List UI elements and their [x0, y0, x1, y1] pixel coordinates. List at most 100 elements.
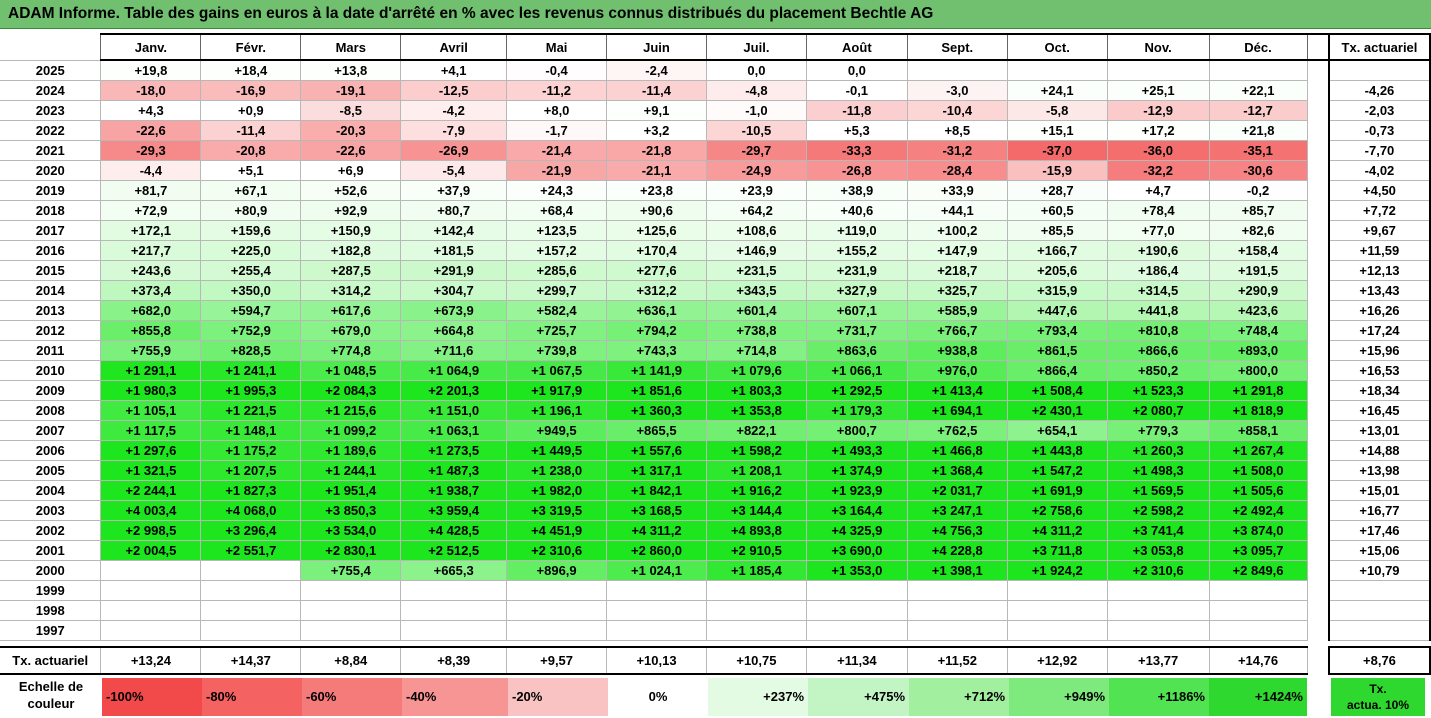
- gain-cell: +682,0: [100, 300, 202, 321]
- gain-cell: +3 296,4: [200, 520, 302, 541]
- gain-cell: -21,4: [506, 140, 608, 161]
- tx-cell: +13,43: [1327, 280, 1431, 301]
- gain-cell: +601,4: [705, 300, 807, 321]
- gain-cell: +762,5: [906, 420, 1008, 441]
- gain-cell: +3 534,0: [300, 520, 402, 541]
- gain-cell: -5,4: [400, 160, 508, 181]
- gain-cell: +85,7: [1208, 200, 1308, 221]
- gain-cell: +800,7: [805, 420, 908, 441]
- year-label: 2010: [0, 360, 102, 381]
- color-scale-tx-swatch: Tx. actua. 10%: [1331, 678, 1425, 716]
- gain-cell: [705, 620, 807, 641]
- color-scale-swatch: -80%: [202, 678, 302, 716]
- tx-cell: [1327, 59, 1431, 81]
- color-scale-swatch: +1424%: [1209, 678, 1307, 716]
- gain-cell: +1 063,1: [400, 420, 508, 441]
- gain-cell: +1 413,4: [906, 380, 1008, 401]
- gain-cell: +1 923,9: [805, 480, 908, 501]
- gain-cell: +373,4: [100, 280, 202, 301]
- gain-cell: +673,9: [400, 300, 508, 321]
- gain-cell: +1 048,5: [300, 360, 402, 381]
- gain-cell: +1 569,5: [1106, 480, 1210, 501]
- gain-cell: +2 910,5: [705, 540, 807, 561]
- gain-cell: +2 004,5: [100, 540, 202, 561]
- table-row: 2003 +4 003,4 +4 068,0 +3 850,3 +3 959,4 +3 3…: [0, 500, 1431, 521]
- gain-cell: +2 080,7: [1106, 400, 1210, 421]
- gain-cell: +18,4: [200, 59, 302, 81]
- gain-cell: +81,7: [100, 180, 202, 201]
- month-header: Déc.: [1208, 33, 1308, 61]
- table-row: 1997: [0, 620, 1431, 641]
- gain-cell: +37,9: [400, 180, 508, 201]
- gain-cell: +2 031,7: [906, 480, 1008, 501]
- footer-tx-total: +8,76: [1327, 646, 1431, 675]
- gain-cell: +976,0: [906, 360, 1008, 381]
- gain-cell: +1 079,6: [705, 360, 807, 381]
- color-scale-swatch: +1186%: [1109, 678, 1209, 716]
- column-gap: [1307, 420, 1329, 441]
- gain-cell: +8,0: [506, 100, 608, 121]
- gain-cell: [705, 580, 807, 601]
- gain-cell: -26,8: [805, 160, 908, 181]
- gain-cell: +793,4: [1006, 320, 1108, 341]
- gain-cell: +1 241,1: [200, 360, 302, 381]
- gain-cell: +755,4: [300, 560, 402, 581]
- table-row: 2002 +2 998,5 +3 296,4 +3 534,0 +4 428,5 +4 4…: [0, 520, 1431, 541]
- column-gap: [1307, 480, 1329, 501]
- gain-cell: [606, 600, 707, 621]
- column-gap: [1307, 120, 1329, 141]
- gain-cell: [1208, 600, 1308, 621]
- color-scale-label: Echelle de couleur: [18, 679, 84, 711]
- footer-tx-cell: +9,57: [506, 646, 608, 675]
- table-row: 2007 +1 117,5 +1 148,1 +1 099,2 +1 063,1 +949…: [0, 420, 1431, 441]
- gain-cell: +2 860,0: [606, 540, 707, 561]
- gain-cell: +181,5: [400, 240, 508, 261]
- gain-cell: +2 492,4: [1208, 500, 1308, 521]
- gain-cell: +155,2: [805, 240, 908, 261]
- gain-cell: +1 557,6: [606, 440, 707, 461]
- gain-cell: +1 273,5: [400, 440, 508, 461]
- gain-cell: +119,0: [805, 220, 908, 241]
- tx-cell: +16,77: [1327, 500, 1431, 521]
- gain-cell: +172,1: [100, 220, 202, 241]
- gain-cell: +1 291,8: [1208, 380, 1308, 401]
- gain-cell: +191,5: [1208, 260, 1308, 281]
- column-gap: [1307, 647, 1329, 674]
- gain-cell: -33,3: [805, 140, 908, 161]
- color-scale-swatch: +712%: [909, 678, 1009, 716]
- gain-cell: [1106, 620, 1210, 641]
- year-label: 2017: [0, 220, 102, 241]
- gain-cell: +1 398,1: [906, 560, 1008, 581]
- gain-cell: -31,2: [906, 140, 1008, 161]
- footer-tx-cell: +12,92: [1006, 646, 1108, 675]
- month-header: Sept.: [906, 33, 1008, 61]
- tx-cell: +15,96: [1327, 340, 1431, 361]
- tx-cell: -2,03: [1327, 100, 1431, 121]
- gain-cell: +1 818,9: [1208, 400, 1308, 421]
- gain-cell: +607,1: [805, 300, 908, 321]
- column-gap: [1307, 300, 1329, 321]
- table-row: 2025 +19,8 +18,4 +13,8 +4,1 -0,4 -2,4 0,0 0,0: [0, 59, 1431, 81]
- gain-cell: +752,9: [200, 320, 302, 341]
- gain-cell: +1 297,6: [100, 440, 202, 461]
- gain-cell: -20,3: [300, 120, 402, 141]
- gain-cell: +85,5: [1006, 220, 1108, 241]
- gain-cell: [1106, 59, 1210, 81]
- gain-cell: [805, 580, 908, 601]
- gain-cell: +343,5: [705, 280, 807, 301]
- gain-cell: [300, 580, 402, 601]
- year-label: 2001: [0, 540, 102, 561]
- gain-cell: +146,9: [705, 240, 807, 261]
- page-title: ADAM Informe. Table des gains en euros à…: [0, 0, 1431, 29]
- gain-cell: -11,4: [606, 80, 707, 101]
- tx-header: Tx. actuariel: [1327, 33, 1431, 61]
- gain-cell: -1,0: [705, 100, 807, 121]
- gain-cell: -16,9: [200, 80, 302, 101]
- year-label: 2005: [0, 460, 102, 481]
- table-row: 2005 +1 321,5 +1 207,5 +1 244,1 +1 487,3 +1 2…: [0, 460, 1431, 481]
- gain-cell: +1 066,1: [805, 360, 908, 381]
- gain-cell: +243,6: [100, 260, 202, 281]
- month-header: Févr.: [200, 33, 302, 61]
- gain-cell: +299,7: [506, 280, 608, 301]
- column-gap: [1307, 80, 1329, 101]
